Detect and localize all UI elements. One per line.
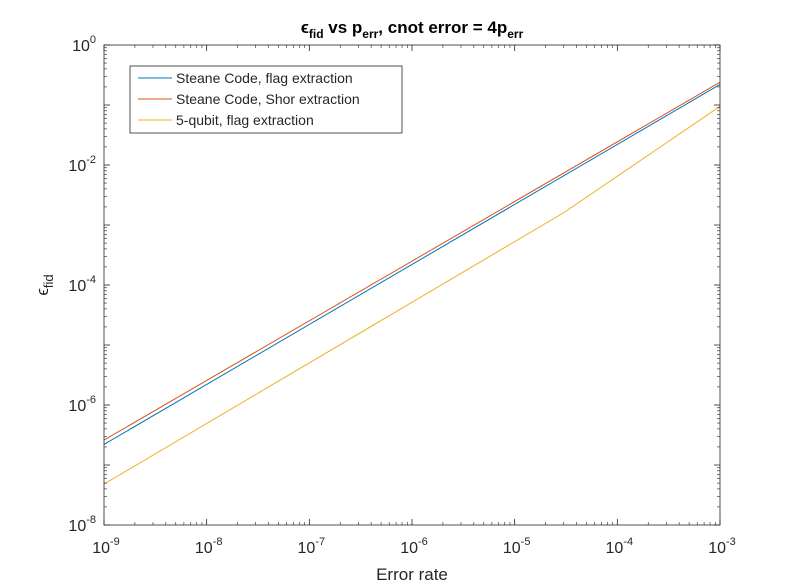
title-sub-2: err [507, 27, 523, 41]
legend: Steane Code, flag extraction Steane Code,… [129, 65, 403, 134]
legend-box [129, 65, 403, 134]
chart-title: ϵfid​ vs perr​, cnot error = 4perr​ [301, 18, 524, 41]
y-tick-exp: -2 [86, 154, 96, 166]
x-tick-exp-1: -8 [213, 536, 223, 548]
legend-label-0: Steane Code, flag extraction [176, 70, 353, 86]
x-tick-label-4: 10-5 [503, 536, 531, 557]
x-tick-base-6: 10 [708, 540, 726, 557]
y-axis-label: ϵfid [33, 274, 56, 295]
x-tick-base-1: 10 [195, 540, 213, 557]
y-tick-base: 10 [68, 398, 86, 415]
title-part-1: vs p [324, 18, 363, 37]
y-tick-base: 10 [68, 158, 86, 175]
x-tick-label-3: 10-6 [400, 536, 428, 557]
ticks-layer: 10-9 10-8 10-7 10-6 10-5 10-4 10-310-810-610-4… [68, 34, 735, 557]
y-tick-label--8: 10-8 [68, 514, 96, 535]
y-tick-exp: 0 [90, 34, 96, 46]
x-axis-label: Error rate [376, 565, 448, 584]
x-tick-base-5: 10 [606, 540, 624, 557]
x-tick-label-2: 10-7 [298, 536, 326, 557]
x-tick-base-2: 10 [298, 540, 316, 557]
y-tick-label-0: 100 [72, 34, 96, 55]
x-tick-exp-5: -4 [623, 536, 633, 548]
x-tick-base-3: 10 [400, 540, 418, 557]
x-tick-exp-4: -5 [521, 536, 531, 548]
y-tick-label--2: 10-2 [68, 154, 96, 175]
series-line-2 [103, 105, 721, 485]
series-line-1 [103, 81, 721, 441]
x-tick-exp-2: -7 [315, 536, 325, 548]
x-tick-label-1: 10-8 [195, 536, 223, 557]
y-tick-base: 10 [72, 38, 90, 55]
y-tick-base: 10 [68, 518, 86, 535]
series-layer [103, 81, 721, 485]
x-tick-label-6: 10-3 [708, 536, 736, 557]
x-tick-base-4: 10 [503, 540, 521, 557]
series-line-0 [103, 84, 721, 445]
y-tick-exp: -4 [86, 274, 96, 286]
y-tick-label--6: 10-6 [68, 394, 96, 415]
y-tick-label--4: 10-4 [68, 274, 96, 295]
y-label-sub: fid [41, 274, 56, 288]
y-tick-exp: -8 [86, 514, 96, 526]
x-tick-exp-0: -9 [110, 536, 120, 548]
x-tick-base-0: 10 [92, 540, 110, 557]
legend-label-2: 5-qubit, flag extraction [176, 112, 314, 128]
y-tick-base: 10 [68, 278, 86, 295]
y-label-symbol: ϵ [33, 288, 52, 296]
x-tick-label-0: 10-9 [92, 536, 120, 557]
title-sub-1: err [362, 27, 378, 41]
title-part-0: ϵ [301, 18, 309, 37]
title-part-2: , cnot error = 4p [378, 18, 507, 37]
x-tick-exp-6: -3 [726, 536, 736, 548]
x-tick-exp-3: -6 [418, 536, 428, 548]
legend-label-1: Steane Code, Shor extraction [176, 91, 360, 107]
y-tick-exp: -6 [86, 394, 96, 406]
title-sub-0: fid [309, 27, 324, 41]
x-tick-label-5: 10-4 [606, 536, 634, 557]
